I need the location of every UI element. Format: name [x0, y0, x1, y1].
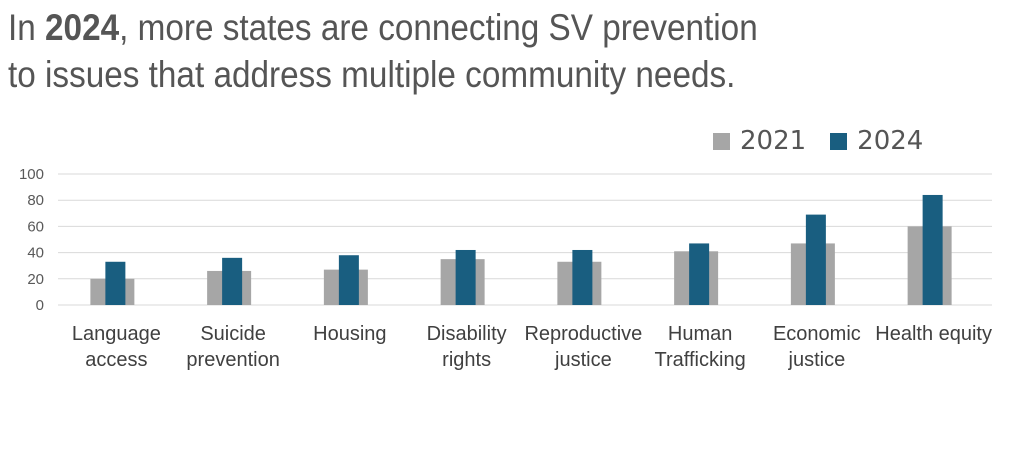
y-tick-label-20: 20 — [27, 271, 44, 288]
title-prefix: In — [8, 7, 46, 48]
y-tick-label-0: 0 — [36, 297, 44, 314]
legend: 2021 2024 — [713, 124, 947, 158]
legend-item-2021: 2021 — [713, 126, 806, 156]
x-category-label-disability-rights: Disability rights — [427, 323, 507, 371]
bar-2024-economic-justice — [805, 214, 826, 305]
bar-2024-housing — [338, 255, 359, 305]
bar-2024-disability-rights — [455, 249, 476, 305]
legend-label-2021: 2021 — [740, 126, 807, 156]
x-category-label-human-trafficking: Human Trafficking — [655, 323, 746, 371]
x-category-label-language-access: Language access — [72, 323, 161, 371]
x-category-label-suicide-prevention: Suicide prevention — [186, 323, 279, 371]
bar-2024-suicide-prevention — [222, 257, 243, 305]
legend-swatch-2024 — [830, 132, 848, 150]
legend-label-2024: 2024 — [857, 126, 924, 156]
bar-2024-reproductive-justice — [572, 249, 593, 305]
bar-2024-human-trafficking — [689, 243, 710, 305]
bar-2024-health-equity — [922, 194, 943, 305]
x-category-label-health-equity: Health equity — [875, 323, 992, 345]
chart-title: In 2024, more states are connecting SV p… — [8, 4, 908, 98]
title-suffix: , more states are connecting SV preventi… — [119, 7, 758, 48]
x-category-label-reproductive-justice: Reproductive justice — [524, 323, 642, 371]
title-year: 2024 — [45, 7, 120, 48]
y-tick-label-80: 80 — [27, 192, 44, 209]
title-line-2: to issues that address multiple communit… — [8, 54, 736, 95]
y-tick-label-100: 100 — [19, 166, 44, 183]
bar-2024-language-access — [105, 261, 126, 305]
y-tick-label-40: 40 — [27, 245, 44, 262]
legend-swatch-2021 — [713, 132, 730, 150]
x-category-label-economic-justice: Economic justice — [773, 323, 861, 371]
x-category-label-housing: Housing — [313, 323, 386, 345]
legend-item-2024: 2024 — [830, 126, 923, 156]
title-line-1: In 2024, more states are connecting SV p… — [8, 4, 908, 51]
y-tick-label-60: 60 — [27, 218, 44, 235]
